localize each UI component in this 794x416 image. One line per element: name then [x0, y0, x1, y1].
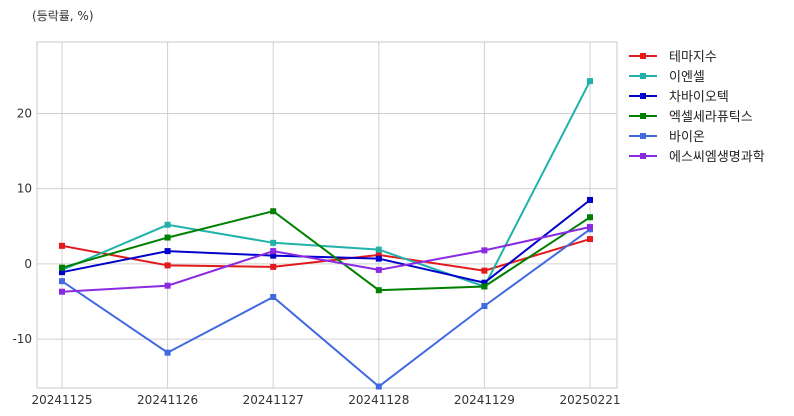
series-line	[61, 228, 591, 388]
data-point	[164, 234, 171, 241]
legend-marker	[640, 133, 646, 139]
data-point	[59, 264, 65, 271]
data-point	[59, 288, 65, 295]
data-point	[587, 78, 593, 85]
series-line	[61, 210, 591, 292]
data-point	[375, 383, 382, 390]
data-point	[481, 303, 488, 310]
legend-label: 이엔셀	[669, 70, 705, 85]
data-point	[270, 248, 277, 255]
x-tick-label: 20241125	[31, 393, 92, 407]
legend-label: 테마지수	[669, 50, 717, 65]
data-point	[375, 255, 382, 262]
data-point	[164, 282, 171, 289]
legend-label: 엑셀세라퓨틱스	[669, 110, 753, 125]
data-point	[481, 267, 488, 274]
series-line	[61, 199, 591, 284]
data-point	[375, 246, 382, 253]
data-point	[375, 266, 382, 273]
legend-marker	[640, 73, 646, 79]
data-point	[59, 242, 65, 249]
legend-marker	[640, 153, 646, 159]
data-point	[375, 251, 382, 258]
legend-label: 차바이오텍	[669, 90, 729, 105]
data-point	[481, 283, 488, 290]
plot-frame	[36, 41, 618, 389]
y-tick-label: -10	[12, 332, 32, 346]
data-point	[587, 196, 593, 203]
y-tick-label: 10	[17, 182, 32, 196]
data-point	[270, 239, 277, 246]
legend-marker	[640, 113, 646, 119]
data-point	[164, 349, 171, 356]
x-tick-label: 20250221	[559, 393, 620, 407]
data-point	[164, 262, 171, 269]
data-point	[270, 252, 277, 259]
legend-label: 바이온	[669, 130, 705, 145]
data-point	[587, 214, 593, 221]
data-point	[481, 279, 488, 286]
unit-label: (등락률, %)	[32, 9, 94, 23]
y-tick-label: 20	[17, 106, 32, 120]
data-point	[59, 278, 65, 285]
data-point	[587, 224, 593, 231]
data-point	[270, 208, 277, 215]
data-point	[481, 247, 488, 254]
x-tick-label: 20241127	[243, 393, 304, 407]
legend-marker	[640, 93, 646, 99]
data-point	[164, 248, 171, 255]
series-line	[61, 226, 591, 293]
data-point	[270, 263, 277, 270]
data-point	[59, 269, 65, 276]
x-tick-label: 20241129	[454, 393, 515, 407]
x-tick-label: 20241128	[348, 393, 409, 407]
legend-marker	[640, 53, 646, 59]
y-tick-label: 0	[24, 257, 32, 271]
data-point	[164, 221, 171, 228]
data-point	[587, 236, 593, 243]
x-tick-label: 20241126	[137, 393, 198, 407]
legend-label: 에스씨엠생명과학	[669, 150, 765, 165]
series-line	[61, 80, 591, 288]
data-point	[375, 287, 382, 294]
data-point	[270, 293, 277, 300]
